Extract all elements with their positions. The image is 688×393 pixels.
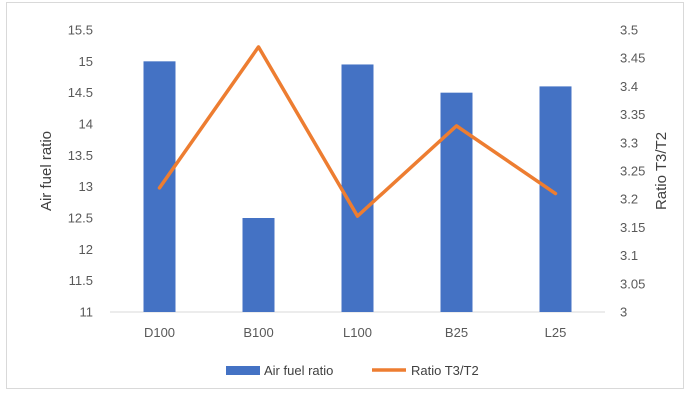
y-tick-label: 11 <box>80 305 94 320</box>
x-axis-ticks: D100 B100 L100 B25 L25 <box>144 325 566 340</box>
left-axis-ticks: 11 11.5 12 12.5 13 13.5 14 14.5 15 15.5 <box>68 23 93 320</box>
x-tick-label: D100 <box>144 325 175 340</box>
x-tick-label: L100 <box>343 325 372 340</box>
bar <box>440 92 473 313</box>
bar <box>242 218 275 312</box>
y-tick-label: 13 <box>79 179 93 194</box>
y-tick-label: 12 <box>79 242 93 257</box>
legend-bar-label: Air fuel ratio <box>264 363 333 378</box>
right-axis-ticks: 3 3.05 3.1 3.15 3.2 3.25 3.3 3.35 3.4 3.45 3.5 <box>620 23 645 320</box>
legend: Air fuel ratio Ratio T3/T2 <box>226 363 479 378</box>
y2-tick-label: 3.5 <box>620 23 638 38</box>
y2-tick-label: 3.45 <box>620 51 645 66</box>
y-tick-label: 11.5 <box>69 273 93 288</box>
y2-tick-label: 3.1 <box>620 248 638 263</box>
legend-bar-swatch <box>226 366 260 375</box>
y-tick-label: 14.5 <box>68 85 93 100</box>
y2-tick-label: 3.25 <box>620 164 645 179</box>
x-tick-label: L25 <box>545 325 567 340</box>
line-series-group <box>157 45 558 218</box>
bar-series <box>143 61 572 313</box>
y2-tick-label: 3.15 <box>620 220 645 235</box>
y-tick-label: 14 <box>79 117 93 132</box>
y2-tick-label: 3.3 <box>620 135 638 150</box>
y-tick-label: 13.5 <box>68 148 93 163</box>
y2-tick-label: 3.05 <box>620 276 645 291</box>
bar <box>341 64 374 312</box>
y2-tick-label: 3.2 <box>620 192 638 207</box>
y-axis-title: Air fuel ratio <box>38 131 55 211</box>
line-series <box>157 45 558 218</box>
y2-axis-title: Ratio T3/T2 <box>653 132 670 210</box>
x-tick-label: B100 <box>243 325 273 340</box>
x-tick-label: B25 <box>445 325 468 340</box>
y-tick-label: 15 <box>79 54 93 69</box>
y2-tick-label: 3.4 <box>620 79 638 94</box>
legend-line-label: Ratio T3/T2 <box>411 363 479 378</box>
y-tick-label: 15.5 <box>68 23 93 38</box>
y2-tick-label: 3.35 <box>620 107 645 122</box>
y-tick-label: 12.5 <box>68 211 93 226</box>
bar <box>539 86 572 313</box>
y2-tick-label: 3 <box>620 305 627 320</box>
